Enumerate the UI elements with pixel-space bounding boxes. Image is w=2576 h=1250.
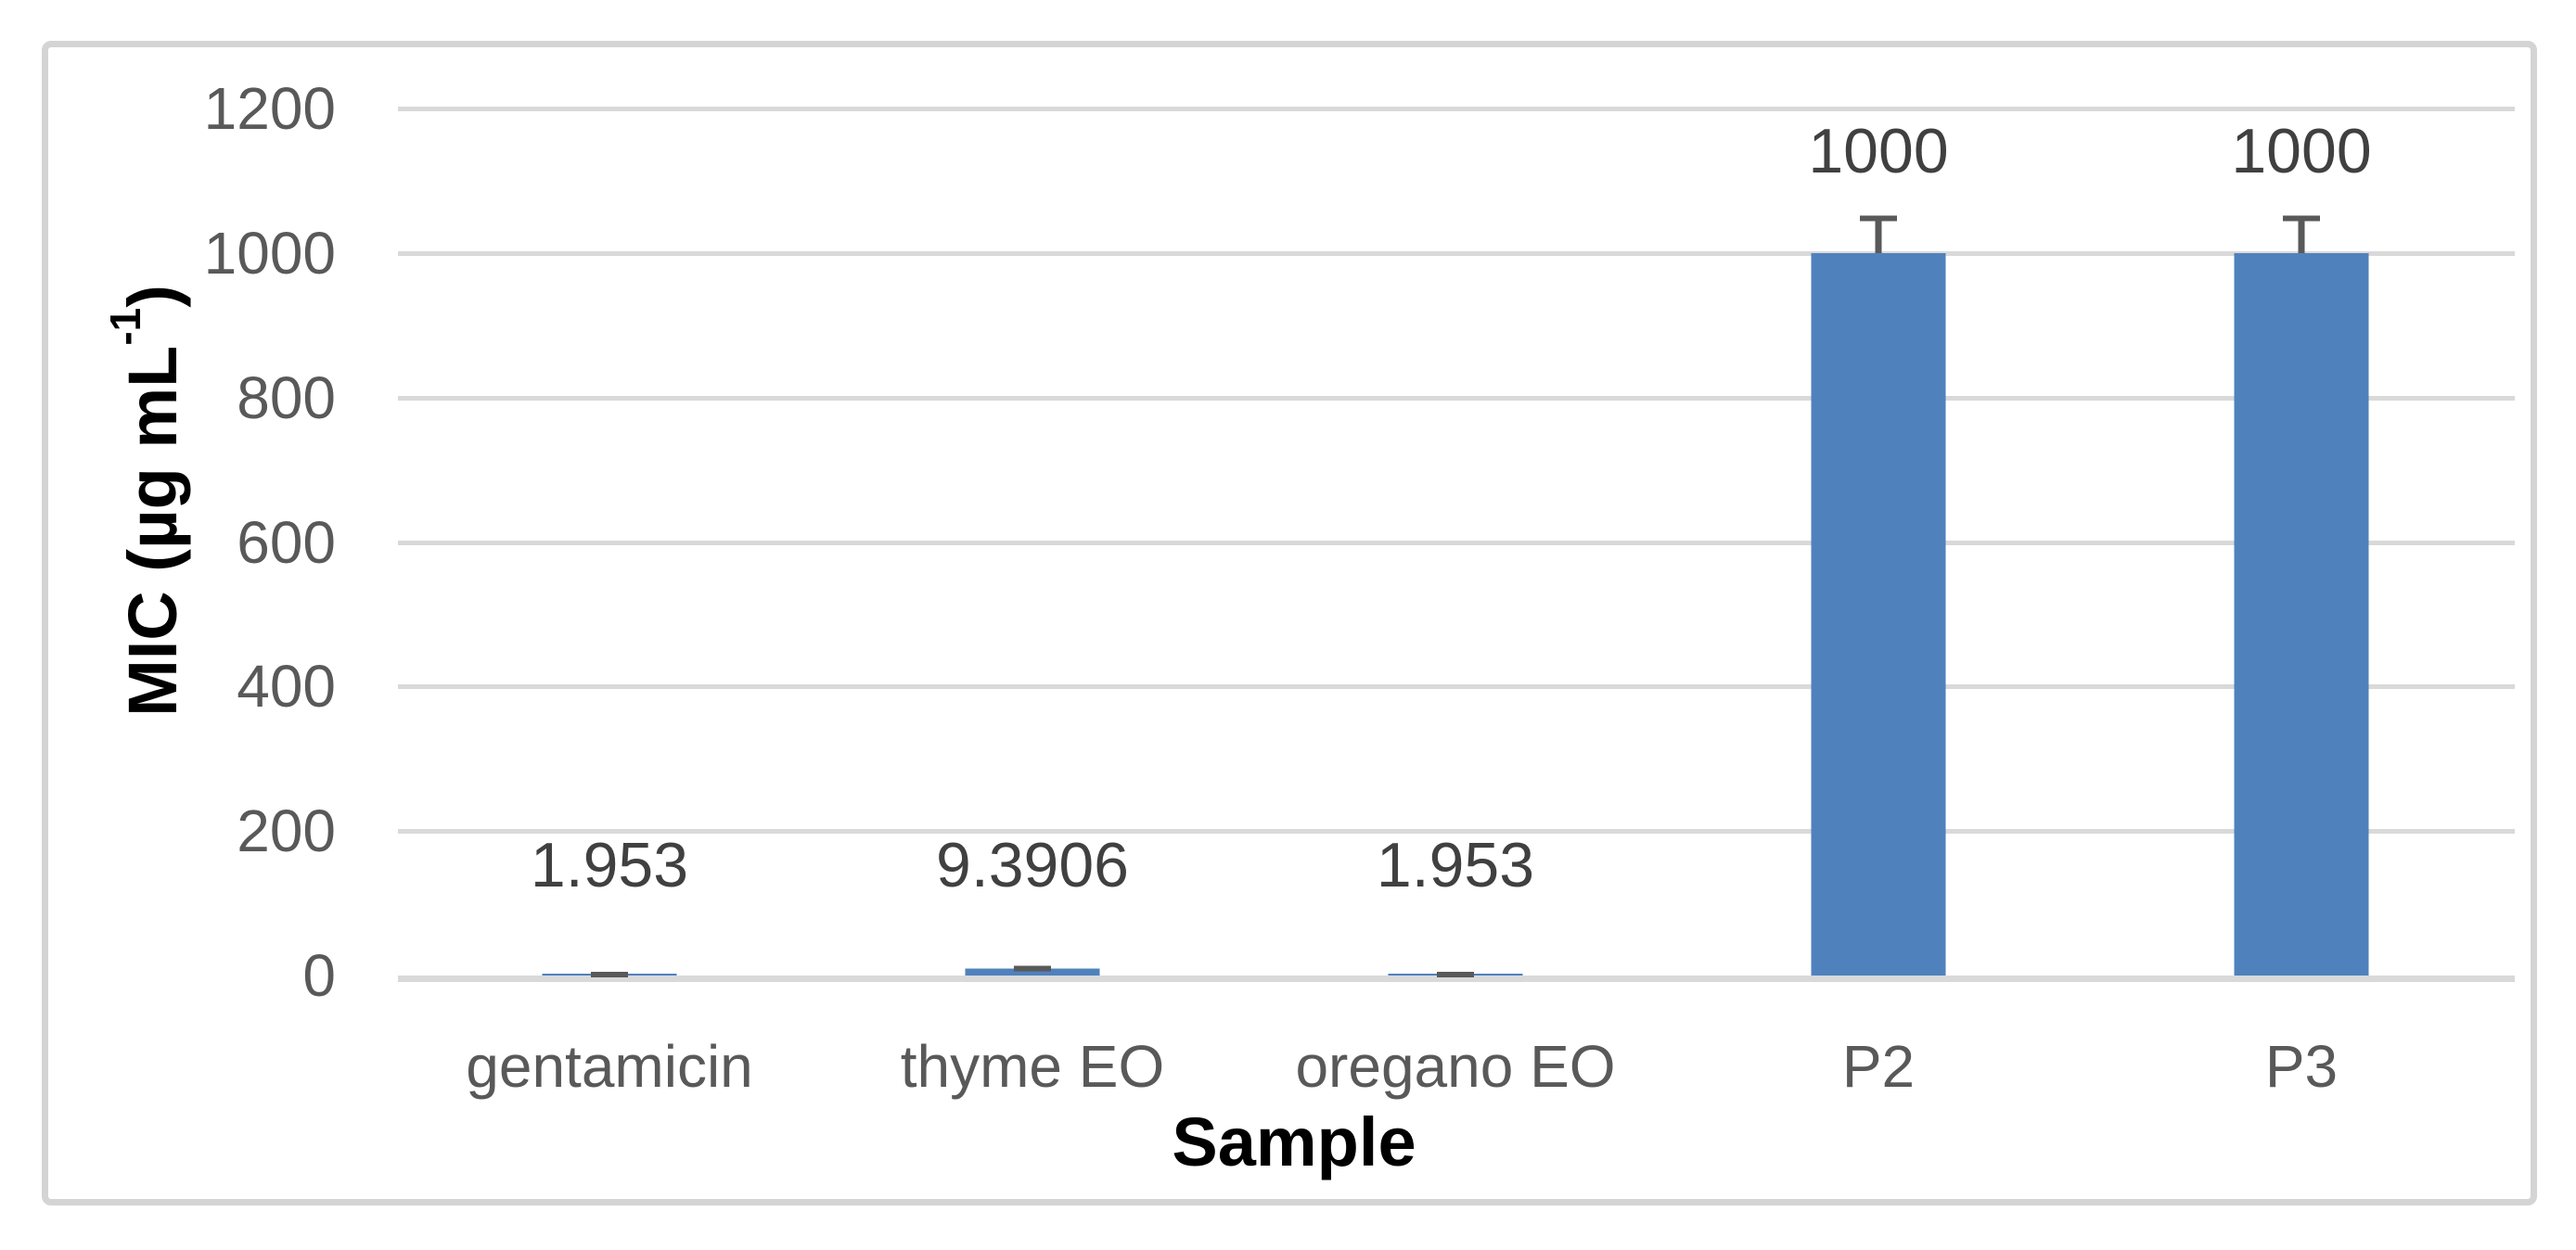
gridline <box>398 251 2515 256</box>
gridline <box>398 396 2515 401</box>
y-axis-title-close: ) <box>114 285 191 308</box>
bar-data-label: 1.953 <box>1376 830 1535 900</box>
y-tick-label: 1000 <box>203 220 336 287</box>
gridline <box>398 541 2515 545</box>
error-bar-cap <box>2283 215 2320 222</box>
y-axis-title-superscript: -1 <box>101 307 149 346</box>
bar <box>2234 253 2369 977</box>
gridline <box>398 684 2515 689</box>
bar-data-label: 1.953 <box>530 830 689 900</box>
x-axis-title: Sample <box>1172 1103 1416 1180</box>
x-category-label: P3 <box>2264 1033 2339 1100</box>
bar-data-label: 1000 <box>1808 116 1949 186</box>
error-bar-cap <box>1014 965 1051 972</box>
bar <box>1811 253 1946 977</box>
y-axis-title-base: MIC (µg mL <box>114 345 191 717</box>
error-bar-line <box>2298 215 2305 253</box>
error-bar-line <box>1875 215 1882 253</box>
error-bar-cap <box>1860 215 1897 222</box>
y-tick-label: 0 <box>302 942 336 1009</box>
y-tick-label: 600 <box>237 509 336 576</box>
bar-data-label: 9.3906 <box>936 830 1129 900</box>
bar-data-label: 1000 <box>2231 116 2372 186</box>
chart-border <box>42 41 2537 1205</box>
error-bar-cap <box>591 972 628 978</box>
y-tick-label: 800 <box>237 364 336 431</box>
x-category-label: oregano EO <box>1295 1033 1616 1100</box>
y-axis-title: MIC (µg mL -1) <box>101 83 199 918</box>
y-tick-label: 1200 <box>203 75 336 142</box>
x-axis-line <box>398 976 2515 982</box>
x-category-label: gentamicin <box>466 1033 753 1100</box>
y-tick-label: 400 <box>237 653 336 720</box>
gridline <box>398 829 2515 834</box>
y-tick-label: 200 <box>237 797 336 864</box>
x-category-label: thyme EO <box>900 1033 1165 1100</box>
x-category-label: P2 <box>1841 1033 1916 1100</box>
bar <box>965 968 1100 977</box>
error-bar-cap <box>1437 972 1474 978</box>
gridline <box>398 107 2515 111</box>
